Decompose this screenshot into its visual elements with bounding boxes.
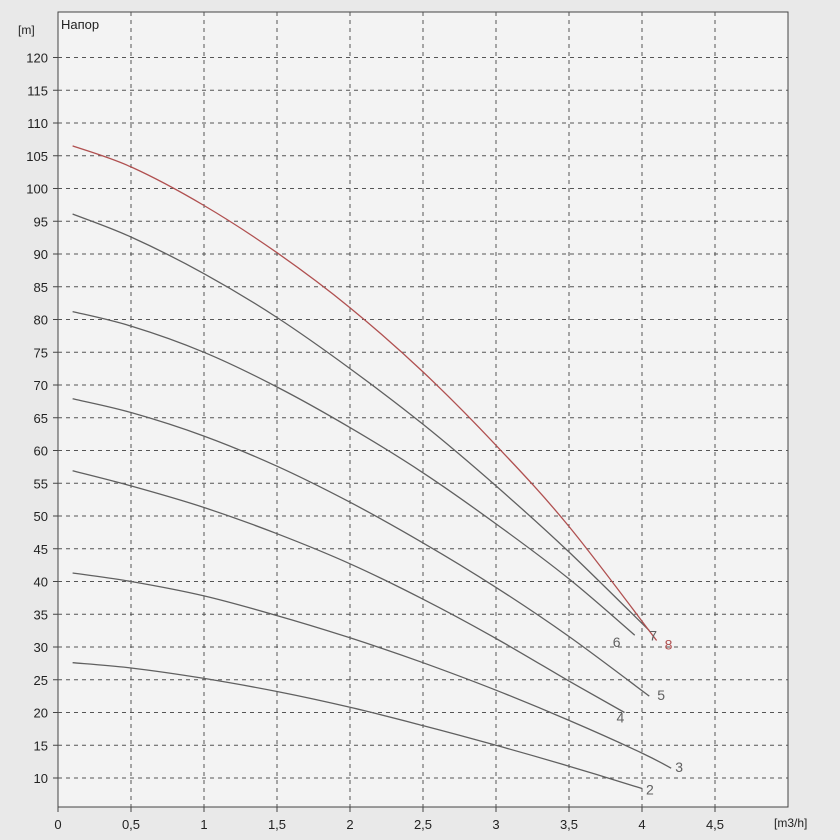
- y-tick-label: 20: [34, 706, 48, 721]
- x-tick-label: 3: [492, 817, 499, 832]
- grid: [58, 12, 788, 807]
- x-tick-label: 1: [200, 817, 207, 832]
- y-tick-label: 35: [34, 607, 48, 622]
- series-line-4: [72, 470, 625, 714]
- series-line-7: [72, 213, 650, 632]
- y-tick-label: 70: [34, 378, 48, 393]
- series-label-8: 8: [665, 637, 673, 653]
- series-label-4: 4: [617, 710, 625, 726]
- labels-group: 2 3 4 5 6 78: [613, 628, 684, 798]
- series-label-5: 5: [657, 687, 665, 703]
- series-line-6: [72, 310, 636, 636]
- y-tick-label: 55: [34, 476, 48, 491]
- series-label-3: 3: [675, 759, 683, 775]
- y-tick-label: 30: [34, 640, 48, 655]
- y-tick-label: 10: [34, 771, 48, 786]
- y-tick-label: 100: [26, 182, 48, 197]
- chart-title: Напор: [61, 17, 99, 32]
- x-tick-label: 0: [54, 817, 61, 832]
- y-tick-label: 110: [27, 116, 48, 131]
- x-tick-label: 2: [346, 817, 353, 832]
- axes: 0 0,5 1 1,5 2 2,5 3 3,5 4 4,510152025303540455055…: [26, 51, 724, 833]
- y-tick-label: 115: [27, 83, 48, 98]
- x-tick-label: 4,5: [706, 817, 724, 832]
- y-axis-unit: [m]: [18, 23, 35, 37]
- series-label-6: 6: [613, 634, 621, 650]
- y-tick-label: 75: [34, 345, 48, 360]
- series-label-7: 7: [649, 628, 657, 644]
- x-tick-label: 2,5: [414, 817, 432, 832]
- y-tick-label: 25: [34, 673, 48, 688]
- y-tick-label: 90: [34, 247, 48, 262]
- series-group: [72, 145, 672, 790]
- series-line-2: [72, 662, 643, 790]
- y-tick-label: 80: [34, 313, 48, 328]
- y-tick-label: 85: [34, 280, 48, 295]
- series-line-8: [72, 145, 658, 641]
- y-tick-label: 40: [34, 575, 48, 590]
- y-tick-label: 95: [34, 214, 48, 229]
- y-tick-label: 105: [26, 149, 48, 164]
- y-tick-label: 45: [34, 542, 48, 557]
- series-line-3: [72, 572, 672, 769]
- x-axis-unit: [m3/h]: [774, 816, 807, 830]
- series-line-5: [72, 398, 650, 697]
- x-tick-label: 0,5: [122, 817, 140, 832]
- series-label-2: 2: [646, 782, 654, 798]
- y-tick-label: 120: [26, 51, 48, 66]
- x-tick-label: 4: [638, 817, 645, 832]
- y-tick-label: 15: [34, 738, 48, 753]
- y-tick-label: 65: [34, 411, 48, 426]
- y-tick-label: 50: [34, 509, 48, 524]
- x-tick-label: 3,5: [560, 817, 578, 832]
- y-tick-label: 60: [34, 444, 48, 459]
- x-tick-label: 1,5: [268, 817, 286, 832]
